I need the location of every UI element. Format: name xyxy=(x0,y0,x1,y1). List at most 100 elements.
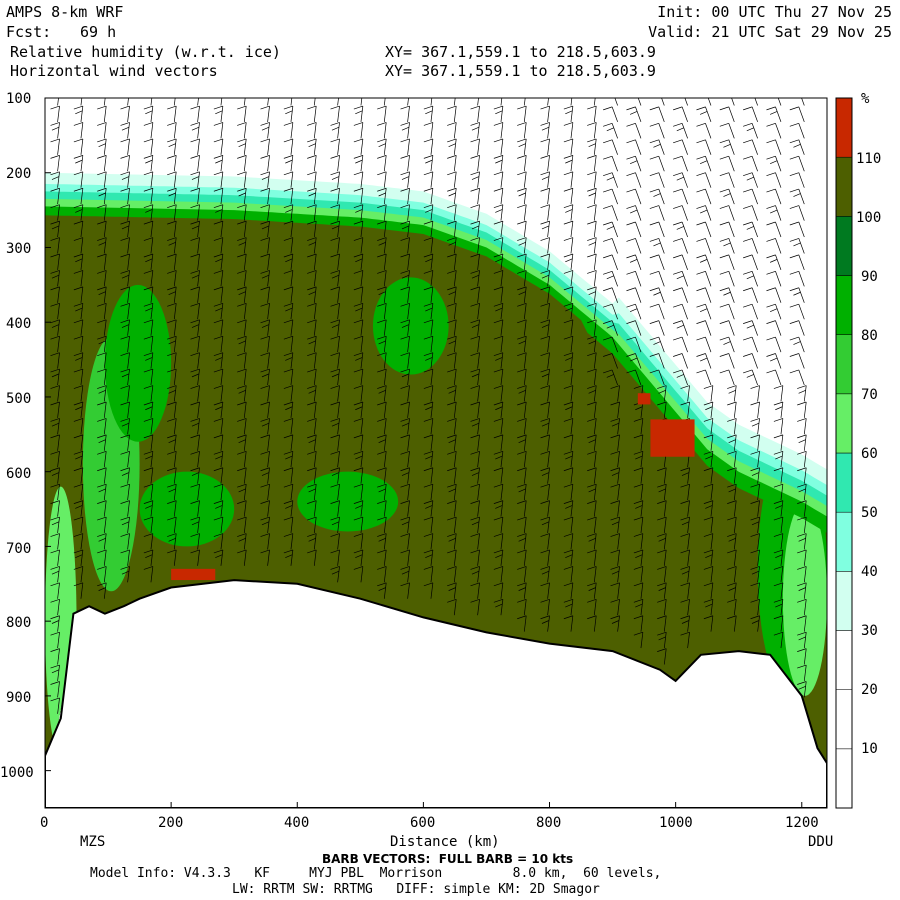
wind-barb-flag xyxy=(673,155,683,160)
wind-barb xyxy=(267,188,270,205)
wind-barb-flag xyxy=(447,450,457,455)
wind-barb-flag xyxy=(635,455,643,460)
wind-barb-flag xyxy=(493,401,503,406)
wind-barb xyxy=(430,484,434,501)
wind-barb-flag xyxy=(50,270,60,274)
y-axis-ticks xyxy=(45,97,51,772)
wind-barb xyxy=(500,484,504,501)
wind-barb-flag xyxy=(307,187,317,192)
wind-barb-flag xyxy=(215,258,223,263)
wind-barb xyxy=(243,484,247,501)
wind-barb-flag xyxy=(425,357,433,361)
wind-barb xyxy=(407,352,410,369)
wind-barb-flag xyxy=(400,533,410,537)
wind-barb-flag xyxy=(563,105,573,110)
wind-barb xyxy=(313,418,317,435)
wind-barb-flag xyxy=(97,434,107,439)
wind-barb-flag xyxy=(261,90,270,93)
wind-barb-flag xyxy=(603,320,613,324)
wind-barb-flag xyxy=(308,192,316,197)
wind-barb-flag xyxy=(449,94,456,97)
wind-barb-flag xyxy=(517,385,527,389)
wind-barb-flag xyxy=(541,373,550,378)
wind-barb-flag xyxy=(540,270,550,274)
wind-barb-flag xyxy=(353,483,363,488)
wind-barb xyxy=(103,188,107,205)
wind-barb xyxy=(383,138,387,155)
wind-barb-flag xyxy=(703,385,713,389)
wind-barb-flag xyxy=(237,385,247,389)
wind-barb-flag xyxy=(673,139,683,144)
wind-barb-flag xyxy=(563,237,573,241)
wind-barb-flag xyxy=(97,401,107,406)
wind-barb xyxy=(57,517,60,534)
wind-barb-flag xyxy=(789,205,799,209)
wind-barb xyxy=(197,467,200,484)
wind-barb xyxy=(547,434,550,451)
wind-barb xyxy=(57,582,60,599)
wind-barb xyxy=(80,369,84,386)
wind-barb-flag xyxy=(330,516,340,521)
wind-barb-flag xyxy=(97,582,107,587)
wind-barb-flag xyxy=(563,385,573,389)
wind-barb-flag xyxy=(330,385,340,389)
wind-barb xyxy=(360,253,364,270)
wind-barb-flag xyxy=(587,598,597,603)
wind-barb-flag xyxy=(633,434,643,439)
wind-barb-flag xyxy=(353,155,363,159)
wind-barb-flag xyxy=(493,582,503,587)
wind-barb-flag xyxy=(470,434,480,439)
wind-barb-flag xyxy=(649,122,659,127)
wind-barb xyxy=(337,467,340,484)
wind-barb xyxy=(593,237,597,254)
wind-barb-flag xyxy=(190,352,200,356)
wind-barb xyxy=(127,549,130,566)
wind-barb-flag xyxy=(167,483,177,488)
wind-barb-flag xyxy=(649,205,659,209)
wind-barb-flag xyxy=(425,554,433,559)
wind-barb xyxy=(383,434,387,451)
wind-barb-flag xyxy=(330,566,340,570)
wind-barb-flag xyxy=(400,138,410,143)
wind-barb-flag xyxy=(260,500,270,504)
wind-barb-flag xyxy=(447,270,457,274)
wind-barb-flag xyxy=(563,615,573,620)
wind-barb xyxy=(173,204,177,221)
wind-barb xyxy=(780,467,784,484)
wind-barb xyxy=(360,434,364,451)
wind-barb-flag xyxy=(331,570,340,575)
wind-barb xyxy=(681,271,688,287)
wind-barb-flag xyxy=(423,582,433,587)
wind-barb-flag xyxy=(400,105,410,110)
wind-barb xyxy=(103,517,107,534)
wind-barb xyxy=(570,319,574,336)
wind-barb xyxy=(360,105,364,122)
wind-barb xyxy=(337,484,340,501)
wind-barb-flag xyxy=(353,220,363,225)
wind-barb-flag xyxy=(540,187,550,192)
wind-barb xyxy=(220,451,224,468)
wind-barb xyxy=(127,385,130,402)
wind-barb-flag xyxy=(493,516,503,521)
wind-barb xyxy=(103,204,107,221)
wind-barb-flag xyxy=(191,472,200,476)
wind-barb-flag xyxy=(377,582,387,587)
wind-barb xyxy=(775,369,782,386)
wind-barb-flag xyxy=(98,192,106,197)
wind-barb xyxy=(337,105,340,122)
wind-barb-flag xyxy=(215,554,223,559)
wind-barb-flag xyxy=(237,549,247,554)
wind-barb xyxy=(570,188,574,205)
wind-barb-flag xyxy=(471,472,480,476)
wind-barb xyxy=(290,138,294,155)
wind-barb xyxy=(173,138,177,155)
wind-barb-flag xyxy=(330,286,340,291)
wind-barb-flag xyxy=(657,533,667,537)
wind-barb xyxy=(780,632,784,649)
wind-barb xyxy=(57,434,60,451)
wind-barb xyxy=(617,385,620,402)
wind-barb xyxy=(523,434,527,451)
wind-barb xyxy=(337,98,339,106)
wind-barb-flag xyxy=(563,582,573,587)
wind-barb xyxy=(337,566,340,583)
